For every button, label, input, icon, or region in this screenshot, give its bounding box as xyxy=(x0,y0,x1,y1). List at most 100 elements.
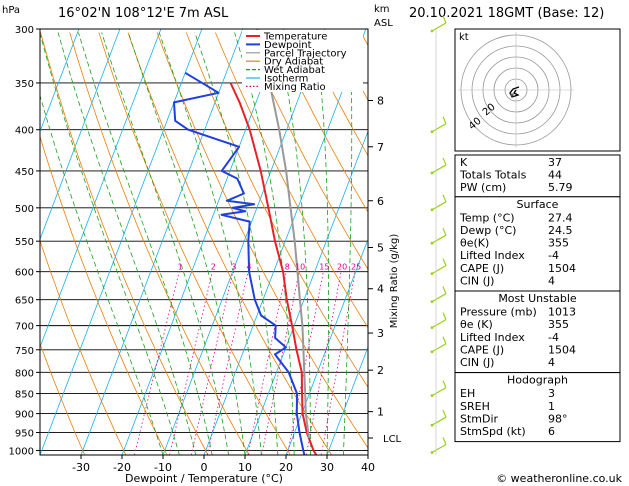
isotherm-line xyxy=(162,29,326,455)
km-tick-label: 8 xyxy=(377,95,384,108)
hodograph-table-row-value: 98° xyxy=(548,412,568,425)
surface-title: Surface xyxy=(517,198,559,211)
legend-box xyxy=(242,30,363,92)
legend-label: Isotherm xyxy=(264,74,308,85)
storm-motion-marker xyxy=(510,93,514,97)
temperature-axis: -30 -20 -10 0 10 20 30 40 xyxy=(72,455,375,474)
mixing-ratio-label: 2 xyxy=(211,263,216,272)
mixing-ratio-line xyxy=(305,271,342,455)
legend-label: Wet Adiabat xyxy=(264,65,325,76)
hodograph-table-row-label: StmDir xyxy=(460,412,499,425)
profile-lines xyxy=(173,29,318,455)
km-label: km xyxy=(374,4,390,15)
datetime-title: 20.10.2021 18GMT (Base: 12) xyxy=(409,6,604,21)
wet-adiabat-line xyxy=(275,32,312,455)
legend-label: Temperature xyxy=(263,32,327,43)
temperature-line xyxy=(229,82,318,455)
temp-tick-label: -10 xyxy=(154,461,172,474)
pressure-tick-label: 750 xyxy=(15,346,34,357)
surface-row-label: Dewp (°C) xyxy=(460,224,516,237)
legend-label: Dry Adiabat xyxy=(264,57,323,68)
indices-row-value: 44 xyxy=(548,169,562,182)
temp-tick-label: 40 xyxy=(361,461,375,474)
km-tick-label: 2 xyxy=(377,364,384,377)
pressure-tick-label: 400 xyxy=(15,126,34,137)
indices-row-label: PW (cm) xyxy=(460,181,506,194)
isotherm-line xyxy=(40,29,80,133)
legend-label: Parcel Trajectory xyxy=(264,48,347,59)
temp-tick-label: -30 xyxy=(72,461,90,474)
pressure-tick-label: 650 xyxy=(15,296,34,307)
wind-barb xyxy=(430,380,447,397)
wet-adiabat-line xyxy=(343,32,353,455)
wind-barb xyxy=(430,227,447,245)
dry-adiabat-line xyxy=(69,32,250,455)
km-tick-label: 6 xyxy=(377,195,384,208)
indices-box xyxy=(454,154,621,198)
mixing-ratio-line xyxy=(286,271,324,455)
most-unstable-row-value: 1013 xyxy=(548,306,576,319)
surface-box xyxy=(454,196,621,292)
temp-tick-label: -20 xyxy=(113,461,131,474)
most-unstable-row-value: 1504 xyxy=(548,343,576,356)
dry-adiabat-line xyxy=(98,32,291,455)
hodograph-unit: kt xyxy=(459,32,469,43)
legend-label: Dewpoint xyxy=(264,40,312,51)
wind-barb xyxy=(430,437,447,454)
most-unstable-row-label: θe (K) xyxy=(460,318,493,331)
dry-adiabat-line xyxy=(40,135,168,455)
hodograph-table-box xyxy=(454,372,621,443)
dry-adiabat-line xyxy=(156,32,368,449)
legend-label: Mixing Ratio xyxy=(264,82,326,93)
hodograph-table-row-label: SREH xyxy=(460,400,490,413)
isotherm-line xyxy=(203,29,367,455)
hodograph-table-row-value: 3 xyxy=(548,387,555,400)
surface-row-value: 1504 xyxy=(548,262,576,275)
surface-row-label: θe(K) xyxy=(460,237,489,250)
most-unstable-row-label: Lifted Index xyxy=(460,331,525,344)
mixing-ratio-axis-label: Mixing Ratio (g/kg) xyxy=(389,234,400,329)
surface-row-label: CIN (J) xyxy=(460,274,494,287)
wind-barbs xyxy=(430,15,447,454)
km-tick-label: 4 xyxy=(377,283,384,296)
wind-barb xyxy=(430,116,447,134)
dry-adiabat-line xyxy=(40,32,209,455)
wind-barb xyxy=(430,409,447,427)
wet-adiabat-line xyxy=(78,32,213,455)
isotherm-line xyxy=(40,29,162,349)
km-tick-label: 1 xyxy=(377,406,384,419)
mixing-ratio-labels: 1 2 3 4 8 10 15 20 25 xyxy=(178,263,362,272)
wind-barb xyxy=(430,312,447,330)
wind-barb xyxy=(430,157,447,175)
mixing-ratio-line xyxy=(134,271,180,455)
mixing-ratio-label: 3 xyxy=(231,263,236,272)
wet-adiabat-line xyxy=(194,32,279,455)
mixing-ratio-line xyxy=(247,271,287,455)
lcl-label: LCL xyxy=(383,434,402,445)
pressure-tick-label: 850 xyxy=(15,390,34,401)
temp-tick-label: 10 xyxy=(238,461,252,474)
dewpoint-line xyxy=(173,71,306,455)
most-unstable-title: Most Unstable xyxy=(498,292,577,305)
pressure-tick-label: 350 xyxy=(15,79,34,90)
pressure-tick-label: 700 xyxy=(15,322,34,333)
parcel-trajectory-line xyxy=(256,29,310,439)
mixing-ratio-label: 10 xyxy=(295,263,305,272)
mixing-ratio-label: 25 xyxy=(351,263,361,272)
pressure-tick-label: 600 xyxy=(15,268,34,279)
temp-tick-label: 0 xyxy=(201,461,208,474)
mixing-ratio-label: 15 xyxy=(319,263,329,272)
dry-adiabat-line xyxy=(40,239,127,455)
hodograph-table-row-value: 1 xyxy=(548,400,555,413)
wet-adiabat-line xyxy=(40,94,164,455)
mixing-ratio-label: 1 xyxy=(178,263,183,272)
wind-barb xyxy=(430,258,447,276)
mixing-ratio-line xyxy=(169,271,213,455)
wet-adiabat-line xyxy=(234,32,295,455)
isotherm-line xyxy=(40,29,121,241)
mixing-ratio-line xyxy=(190,271,234,455)
mixing-ratio-label: 8 xyxy=(285,263,290,272)
